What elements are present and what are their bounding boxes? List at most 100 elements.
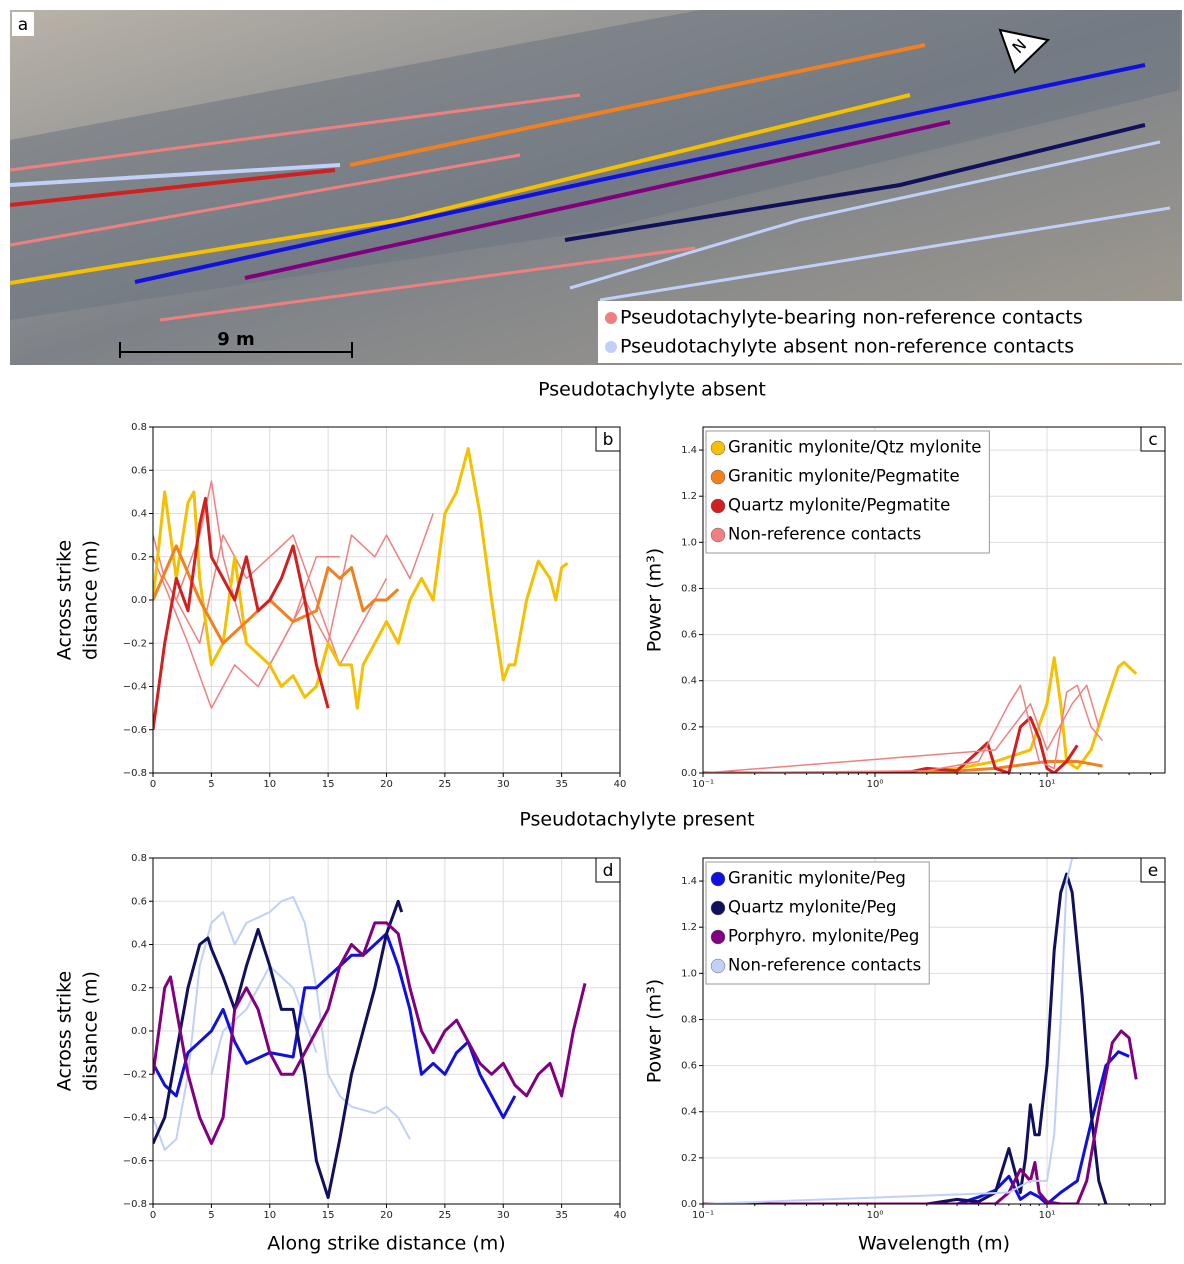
x-axis-label: Wavelength (m) [858,1233,1010,1255]
legend-marker [711,901,725,915]
legend-marker [605,341,617,353]
legend-label: Porphyro. mylonite/Peg [728,927,919,946]
x-axis-label: Along strike distance (m) [267,1233,505,1255]
panel-label: a [18,15,28,35]
series-line [153,498,328,729]
x-tick-label: 35 [555,1210,568,1221]
legend-marker [711,959,725,973]
figure: a N 9 m Pseudotachylyte absent Pseudotac… [0,0,1184,1260]
y-tick-label: 1.2 [681,491,697,502]
legend-label: Pseudotachylyte absent non-reference con… [620,336,1074,358]
series-line [153,449,568,708]
y-tick-label: 0.6 [131,896,147,907]
series-line [153,514,433,709]
legend-label: Granitic mylonite/Qtz mylonite [728,438,981,457]
y-tick-label: 0.2 [681,722,697,733]
y-tick-label: 0.4 [681,676,697,687]
x-tick-label: 15 [322,779,335,790]
plot-area [153,897,585,1198]
legend-label: Pseudotachylyte-bearing non-reference co… [620,307,1083,329]
y-tick-label: −0.4 [123,682,147,693]
x-tick-label: 10¹ [1039,1210,1056,1221]
x-tick-label: 10 [263,1210,276,1221]
y-tick-label: 1.4 [681,445,697,456]
x-tick-label: 15 [322,1210,335,1221]
y-tick-label: 0.2 [681,1153,697,1164]
panel-label: d [603,861,614,881]
y-tick-label: 0.0 [131,1026,147,1037]
y-tick-label: 0.6 [131,465,147,476]
y-tick-label: 0.6 [681,1061,697,1072]
legend-marker [711,441,725,455]
x-tick-label: 30 [497,1210,510,1221]
y-tick-label: 0.2 [131,552,147,563]
legend-label: Granitic mylonite/Peg [728,869,906,888]
y-axis-label: Across strike [54,540,76,660]
y-tick-label: 0.8 [131,853,147,864]
y-tick-label: 1.4 [681,876,697,887]
x-tick-label: 20 [380,779,393,790]
y-tick-label: −0.6 [123,725,147,736]
y-axis-label: Power (m³) [644,979,666,1083]
legend-marker [711,499,725,513]
x-tick-label: 0 [150,1210,156,1221]
x-tick-label: 10⁰ [867,779,884,790]
y-axis-label: Power (m³) [644,548,666,652]
x-tick-label: 25 [439,779,452,790]
series-line [153,923,585,1144]
scale-label: 9 m [217,329,255,350]
y-tick-label: −0.8 [123,768,147,779]
y-axis-label: distance (m) [80,540,102,660]
x-tick-label: 10⁻¹ [692,1210,714,1221]
x-tick-label: 40 [614,779,627,790]
y-tick-label: 0.4 [681,1107,697,1118]
series-line [703,1052,1129,1204]
legend-label: Granitic mylonite/Pegmatite [728,467,960,486]
y-tick-label: 0.0 [131,595,147,606]
legend-label: Non-reference contacts [728,956,921,975]
x-tick-label: 25 [439,1210,452,1221]
legend-marker [605,312,617,324]
x-tick-label: 10⁻¹ [692,779,714,790]
legend-marker [711,930,725,944]
panel-label: e [1148,861,1158,881]
x-tick-label: 5 [208,1210,214,1221]
panel-label: b [603,430,614,450]
x-tick-label: 30 [497,779,510,790]
y-tick-label: −0.8 [123,1199,147,1210]
y-tick-label: −0.2 [123,638,147,649]
legend-label: Quartz mylonite/Peg [728,898,896,917]
y-tick-label: 1.0 [681,968,697,979]
y-tick-label: 1.0 [681,537,697,548]
legend-label: Non-reference contacts [728,525,921,544]
x-tick-label: 10 [263,779,276,790]
y-tick-label: 0.0 [681,1199,697,1210]
legend-marker [711,470,725,484]
series-line [703,685,1103,773]
x-tick-label: 10¹ [1039,779,1056,790]
y-tick-label: 0.8 [131,422,147,433]
y-tick-label: −0.6 [123,1156,147,1167]
x-tick-label: 0 [150,779,156,790]
x-tick-label: 40 [614,1210,627,1221]
legend-label: Quartz mylonite/Pegmatite [728,496,950,515]
legend-marker [711,528,725,542]
y-tick-label: 0.8 [681,583,697,594]
y-tick-label: 0.8 [681,1014,697,1025]
series-line [703,1031,1136,1204]
x-tick-label: 5 [208,779,214,790]
legend-marker [711,872,725,886]
y-tick-label: 1.2 [681,922,697,933]
x-tick-label: 20 [380,1210,393,1221]
y-tick-label: 0.4 [131,940,147,951]
plot-area [153,449,568,730]
x-tick-label: 10⁰ [867,1210,884,1221]
y-tick-label: 0.6 [681,630,697,641]
y-tick-label: 0.4 [131,509,147,520]
y-axis-label: distance (m) [80,971,102,1091]
x-tick-label: 35 [555,779,568,790]
section-title: Pseudotachylyte present [519,809,754,831]
y-tick-label: −0.2 [123,1069,147,1080]
y-tick-label: −0.4 [123,1113,147,1124]
y-tick-label: 0.0 [681,768,697,779]
